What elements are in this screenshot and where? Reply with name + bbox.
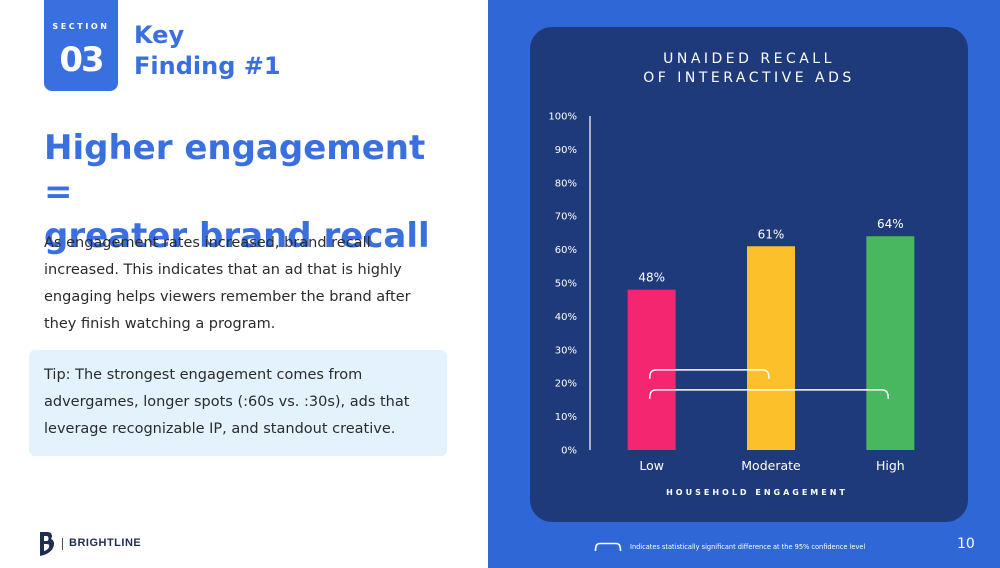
y-tick-label: 80% xyxy=(555,178,577,189)
page-title: Higher engagement = greater brand recall xyxy=(44,126,464,258)
key-finding-line-2: Finding #1 xyxy=(134,52,281,80)
chart-card: UNAIDED RECALL OF INTERACTIVE ADS 0% 10% 2… xyxy=(530,27,968,522)
y-tick-label: 0% xyxy=(561,446,577,457)
headline-line-1: Higher engagement = xyxy=(44,128,426,212)
data-label: 61% xyxy=(758,227,785,241)
chart-title-line-1: UNAIDED RECALL xyxy=(663,51,835,67)
y-tick-label: 20% xyxy=(555,379,577,390)
body-paragraph: As engagement rates increased, brand rec… xyxy=(44,230,439,338)
x-tick-label: High xyxy=(876,458,905,473)
section-badge: SECTION 03 xyxy=(44,0,118,91)
section-label: SECTION xyxy=(52,22,110,31)
tip-box: Tip: The strongest engagement comes from… xyxy=(29,350,447,456)
body-line: increased. This indicates that an ad tha… xyxy=(44,262,402,278)
bar-moderate xyxy=(747,246,795,450)
body-line: As engagement rates increased, brand rec… xyxy=(44,235,371,251)
page-number: 10 xyxy=(957,536,975,552)
key-finding-line-1: Key xyxy=(134,21,185,49)
y-tick-label: 50% xyxy=(555,279,577,290)
data-label: 64% xyxy=(877,217,904,231)
significance-bracket-icon xyxy=(594,542,622,552)
y-tick-label: 70% xyxy=(555,212,577,223)
bar-high xyxy=(866,236,915,450)
y-tick-label: 60% xyxy=(555,245,577,256)
y-tick-label: 10% xyxy=(555,412,577,423)
y-tick-label: 40% xyxy=(555,312,577,323)
tip-text: Tip: The strongest engagement comes from… xyxy=(44,362,439,443)
key-finding-heading: Key Finding #1 xyxy=(134,20,334,82)
significance-footnote: Indicates statistically significant diff… xyxy=(630,543,866,551)
brand-name: BRIGHTLINE xyxy=(69,537,142,549)
brightline-logo-icon xyxy=(40,532,55,556)
x-tick-label: Low xyxy=(639,458,664,473)
tip-line: Tip: The strongest engagement comes from xyxy=(44,367,363,383)
section-number: 03 xyxy=(59,40,104,80)
headline-line-2: greater brand recall xyxy=(44,216,430,256)
body-line: engaging helps viewers remember the bran… xyxy=(44,289,411,305)
significance-bracket xyxy=(648,389,890,399)
y-tick-label: 90% xyxy=(555,145,577,156)
left-panel: SECTION 03 Key Finding #1 Higher engagem… xyxy=(0,0,488,568)
bar-chart: 0% 10% 20% 30% 40% 50% 60% 70% 80% 90% 100% 48% Low 6… xyxy=(548,112,915,497)
significance-bracket xyxy=(648,369,770,379)
tip-line: advergames, longer spots (:60s vs. :30s)… xyxy=(44,394,410,410)
x-tick-label: Moderate xyxy=(741,458,801,473)
data-label: 48% xyxy=(638,271,665,285)
y-tick-label: 30% xyxy=(555,345,577,356)
tip-line: leverage recognizable IP, and standout c… xyxy=(44,421,396,437)
y-tick-label: 100% xyxy=(548,112,577,123)
brand-divider xyxy=(62,538,63,550)
body-line: they finish watching a program. xyxy=(44,316,276,332)
x-axis-title: HOUSEHOLD ENGAGEMENT xyxy=(666,488,848,497)
chart-title-line-2: OF INTERACTIVE ADS xyxy=(643,70,855,86)
